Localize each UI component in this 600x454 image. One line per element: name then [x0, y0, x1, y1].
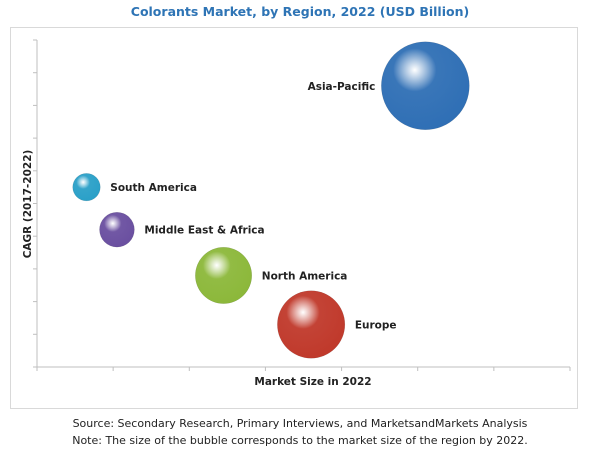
bubble-size-note: Note: The size of the bubble corresponds…	[72, 434, 528, 447]
chart-frame	[10, 27, 578, 409]
bubble-europe	[277, 290, 346, 359]
bubble-label-europe: Europe	[355, 319, 397, 331]
bubble-label-north-america: North America	[262, 270, 348, 282]
x-axis-ticks	[36, 367, 571, 371]
bubble-asia-pacific	[381, 41, 470, 131]
bubble-label-south-america: South America	[110, 182, 197, 194]
y-axis-label: CAGR (2017-2022)	[22, 150, 34, 259]
bubble-south-america	[72, 173, 101, 202]
bubble-middle-east-africa	[99, 211, 135, 248]
bubble-north-america	[195, 246, 253, 304]
bubbles	[72, 41, 470, 359]
y-axis-ticks	[33, 39, 37, 368]
source-note: Source: Secondary Research, Primary Inte…	[72, 417, 528, 430]
x-axis-label: Market Size in 2022	[254, 376, 371, 388]
bubble-label-middle-east-africa: Middle East & Africa	[144, 225, 264, 237]
bubble-labels: Asia-Pacific South America Middle East & A…	[110, 81, 396, 332]
chart-title: Colorants Market, by Region, 2022 (USD B…	[130, 4, 470, 19]
bubble-label-asia-pacific: Asia-Pacific	[308, 81, 376, 93]
